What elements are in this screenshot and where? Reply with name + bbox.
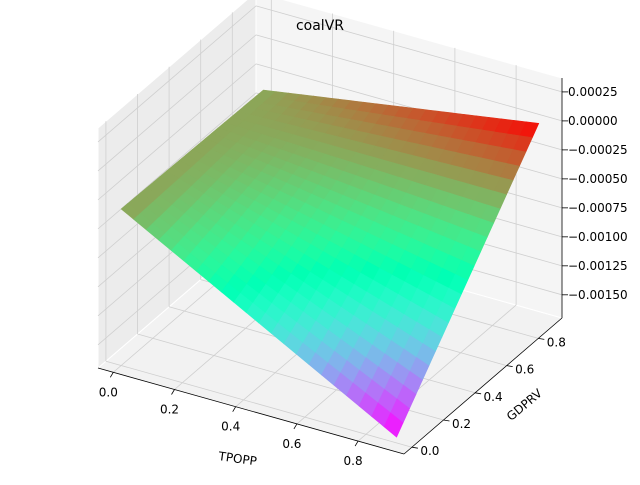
y-tick-label: 0.2 (452, 417, 471, 431)
z-tick-label: 0.00000 (568, 114, 618, 128)
z-tick-label: −0.00100 (568, 230, 628, 244)
x-tick-label: 0.4 (221, 420, 240, 434)
x-tick-mark (110, 372, 113, 377)
x-tick-label: 0.8 (344, 454, 363, 468)
z-tick-label: −0.00075 (568, 201, 628, 215)
z-tick-label: −0.00025 (568, 143, 628, 157)
x-tick-label: 0.6 (282, 437, 301, 451)
z-tick-label: −0.00150 (568, 288, 628, 302)
y-tick-mark (475, 393, 481, 394)
x-tick-label: 0.2 (160, 403, 179, 417)
y-axis-label: GDPRV (504, 386, 546, 424)
chart-title: coalVR (296, 18, 344, 34)
x-tick-label: 0.0 (99, 385, 118, 399)
y-tick-label: 0.6 (515, 363, 534, 377)
x-tick-mark (294, 424, 297, 429)
z-tick-label: −0.00125 (568, 259, 628, 273)
x-tick-mark (233, 407, 236, 412)
y-tick-label: 0.4 (484, 390, 503, 404)
y-tick-mark (444, 420, 450, 421)
z-axis-ticks: 0.00025 0.00000 −0.00025 −0.00050 −0.00075 −0… (562, 85, 628, 302)
x-tick-mark (355, 441, 358, 446)
z-tick-label: 0.00025 (568, 85, 618, 99)
y-tick-mark (412, 447, 418, 448)
y-tick-mark (507, 366, 513, 367)
x-axis-label: TPOPP (217, 449, 258, 468)
y-tick-mark (538, 338, 544, 339)
y-tick-label: 0.8 (547, 335, 566, 349)
x-tick-mark (172, 390, 175, 395)
z-tick-label: −0.00050 (568, 172, 628, 186)
y-tick-label: 0.0 (420, 444, 439, 458)
